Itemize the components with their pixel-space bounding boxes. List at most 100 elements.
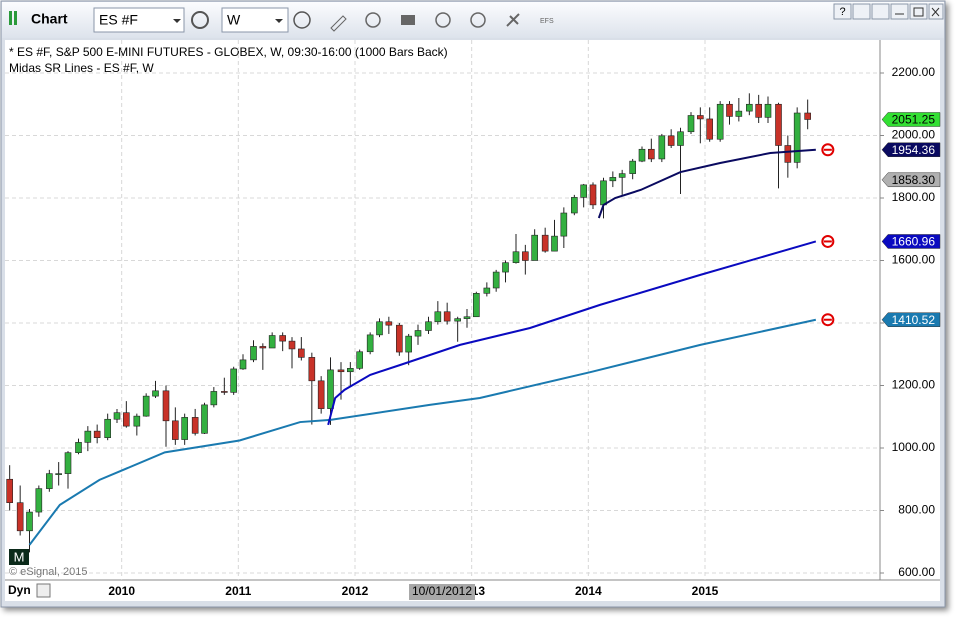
link-button[interactable]: [852, 3, 871, 20]
x-tick-label: 2014: [575, 584, 602, 598]
pin-button[interactable]: [871, 3, 890, 20]
candle-body: [35, 488, 43, 513]
candle-body: [434, 311, 442, 323]
candle-body: [259, 346, 267, 349]
candle-body: [55, 473, 62, 475]
candle-body: [716, 103, 724, 140]
draw-icon[interactable]: [330, 15, 347, 32]
candle-body: [531, 234, 538, 261]
time-icon[interactable]: [293, 11, 311, 29]
candle-body: [414, 330, 422, 337]
dropdown-arrow[interactable]: [173, 19, 181, 23]
candle-body: [541, 234, 549, 252]
candle-body: [551, 235, 558, 252]
cursor-date-box: [409, 584, 475, 600]
candle-body: [210, 391, 218, 406]
candle-body: [512, 251, 520, 263]
candle-body: [687, 115, 695, 133]
candle-body: [104, 418, 111, 438]
y-tick-label: 1800.00: [892, 190, 936, 204]
symbol[interactable]: ES #F: [99, 12, 138, 28]
midas-line: [597, 148, 816, 219]
price-tag: [881, 234, 941, 249]
y-tick-label: 1000.00: [892, 440, 936, 454]
candle-body: [64, 452, 72, 474]
price-tag-label: 1410.52: [892, 313, 936, 327]
price-tag-label: 1954.36: [892, 143, 936, 157]
candle-body: [677, 131, 684, 146]
candle-body: [308, 357, 316, 382]
candle-body: [638, 148, 646, 162]
play-icon[interactable]: [435, 12, 451, 28]
price-tag: [881, 142, 941, 158]
link-icon[interactable]: [506, 13, 520, 27]
dropdown-arrow[interactable]: [275, 19, 283, 23]
candle-body: [239, 359, 247, 370]
candle-body: [93, 430, 101, 438]
candle-body: [764, 103, 772, 118]
candle-body: [522, 251, 529, 261]
candle-body: [298, 348, 305, 358]
cursor-date: 10/01/2012: [412, 584, 472, 598]
candle-body: [589, 184, 597, 206]
mode-button[interactable]: [36, 583, 51, 598]
help-label[interactable]: ?: [839, 6, 845, 18]
candle-body: [618, 173, 626, 178]
study-title: Midas SR Lines - ES #F, W: [9, 61, 154, 75]
efs-icon[interactable]: EFS: [540, 18, 554, 25]
candle-body: [133, 415, 141, 427]
midas-line: [28, 318, 817, 546]
mode-label[interactable]: Dyn: [8, 583, 31, 597]
candle-body: [279, 335, 286, 342]
chart-area: [5, 40, 940, 601]
candle-body: [317, 380, 325, 409]
candle-body: [600, 180, 607, 206]
candle-body: [172, 420, 179, 440]
window-glyphs: [895, 7, 940, 17]
candle-body: [658, 135, 666, 160]
candle-body: [376, 321, 383, 336]
candle-body: [580, 184, 587, 198]
candle-body: [502, 262, 509, 273]
candle-body: [113, 412, 121, 420]
symbol-box[interactable]: [93, 7, 185, 33]
candle-body: [571, 197, 578, 214]
y-tick-label: 1200.00: [892, 378, 936, 392]
candle-body: [793, 112, 801, 163]
candle-body: [648, 148, 655, 160]
candle-body: [473, 293, 480, 318]
candle-body: [483, 287, 491, 294]
price-tag: [881, 112, 941, 127]
candle-body: [746, 103, 753, 112]
candle-body: [697, 115, 704, 120]
candle-body: [337, 369, 345, 373]
candle-body: [6, 478, 13, 503]
candle-body: [396, 324, 403, 353]
candle-body: [775, 103, 782, 146]
alert-icon[interactable]: [470, 12, 486, 28]
study-icon[interactable]: [365, 12, 381, 28]
minimize-button[interactable]: [890, 3, 909, 20]
price-tag: [881, 312, 941, 327]
candle-body: [16, 502, 24, 532]
x-tick-label: 2015: [692, 584, 719, 598]
candle-body: [268, 335, 276, 349]
help-button[interactable]: [833, 3, 852, 20]
candle-body: [726, 103, 733, 117]
candle-body: [560, 212, 568, 237]
interval[interactable]: W: [227, 12, 241, 28]
y-tick-label: 600.00: [898, 565, 935, 579]
y-tick-label: 800.00: [898, 503, 935, 517]
chart-icon: [14, 11, 17, 25]
candle-body: [75, 442, 82, 453]
settings-icon[interactable]: [191, 11, 209, 29]
candle-body: [230, 368, 237, 393]
candle-body: [755, 103, 762, 118]
maximize-button[interactable]: [909, 3, 928, 20]
price-tag: [881, 172, 941, 188]
x-tick-label: 2011: [225, 584, 251, 598]
price-tag-label: 1858.30: [892, 173, 936, 187]
candle-body: [454, 318, 461, 322]
price-tag-label: 1660.96: [892, 235, 936, 249]
data-icon[interactable]: [401, 15, 415, 25]
